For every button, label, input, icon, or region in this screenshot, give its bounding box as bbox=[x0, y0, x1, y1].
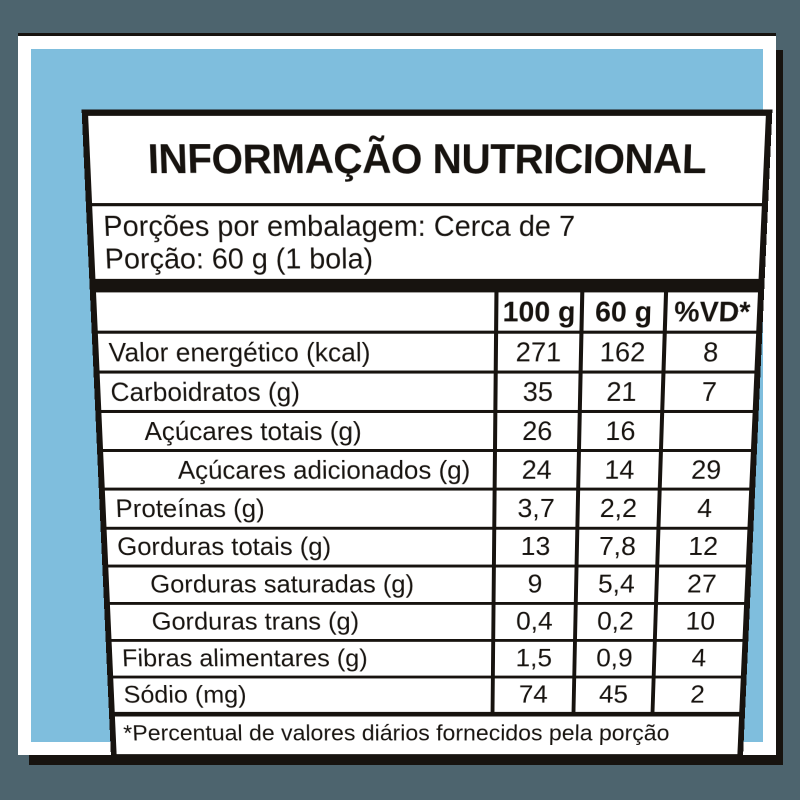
value-100g: 74 bbox=[490, 678, 573, 712]
value-100g: 0,4 bbox=[491, 604, 574, 639]
nutrition-table: 100 g 60 g %VD* Valor energético (kcal) … bbox=[96, 292, 758, 712]
nutrient-name: Sódio (mg) bbox=[123, 680, 247, 709]
value-100g: 13 bbox=[491, 529, 576, 565]
value-vd: 12 bbox=[655, 529, 748, 565]
table-row-carboidratos: Carboidratos (g) 35 21 7 bbox=[99, 370, 755, 411]
value-60g: 21 bbox=[577, 373, 662, 411]
header-100g: 100 g bbox=[494, 292, 581, 331]
value-100g: 26 bbox=[492, 413, 578, 450]
header-nutrient-cell bbox=[96, 292, 494, 330]
value-60g: 45 bbox=[571, 678, 652, 712]
header-vd: %VD* bbox=[662, 292, 758, 331]
nutrition-label: INFORMAÇÃO NUTRICIONAL Porções por embal… bbox=[81, 109, 773, 760]
value-60g: 16 bbox=[576, 413, 661, 450]
table-row-gorduras-totais: Gorduras totais (g) 13 7,8 12 bbox=[106, 526, 748, 565]
value-vd: 4 bbox=[651, 641, 743, 676]
nutrient-name: Gorduras trans (g) bbox=[151, 607, 360, 636]
divider-bar bbox=[95, 278, 759, 293]
value-vd: 4 bbox=[656, 491, 750, 527]
value-100g: 271 bbox=[493, 333, 580, 371]
nutrient-name: Fibras alimentares (g) bbox=[121, 644, 368, 673]
table-row-acucares-totais: Açúcares totais (g) 26 16 bbox=[101, 410, 753, 450]
value-60g: 5,4 bbox=[573, 567, 656, 602]
value-60g: 14 bbox=[576, 452, 659, 489]
value-vd: 8 bbox=[661, 333, 757, 371]
table-row-gorduras-saturadas: Gorduras saturadas (g) 9 5,4 27 bbox=[108, 564, 746, 602]
serving-size: Porção: 60 g (1 bola) bbox=[104, 242, 374, 275]
table-row-energia: Valor energético (kcal) 271 162 8 bbox=[97, 330, 757, 371]
value-60g: 162 bbox=[578, 333, 663, 371]
value-100g: 3,7 bbox=[492, 491, 577, 527]
nutrient-name: Carboidratos (g) bbox=[109, 376, 301, 407]
table-row-proteinas: Proteínas (g) 3,7 2,2 4 bbox=[104, 488, 750, 527]
header-60g: 60 g bbox=[579, 292, 664, 331]
value-vd: 10 bbox=[652, 604, 745, 639]
value-vd: 2 bbox=[650, 678, 741, 712]
servings-info: Porções por embalagem: Cerca de 7 Porção… bbox=[92, 206, 762, 279]
nutrient-name: Açúcares adicionados (g) bbox=[177, 454, 471, 485]
value-60g: 0,2 bbox=[573, 604, 655, 639]
value-60g: 7,8 bbox=[574, 529, 657, 565]
label-title: INFORMAÇÃO NUTRICIONAL bbox=[88, 115, 766, 207]
value-100g: 35 bbox=[493, 373, 579, 411]
servings-per-package: Porções por embalagem: Cerca de 7 bbox=[102, 209, 576, 243]
nutrient-name: Gorduras totais (g) bbox=[116, 531, 332, 561]
nutrient-name: Gorduras saturadas (g) bbox=[149, 569, 415, 599]
nutrient-name: Açúcares totais (g) bbox=[143, 415, 362, 446]
table-row-acucares-adicionados: Açúcares adicionados (g) 24 14 29 bbox=[103, 449, 751, 489]
value-vd: 27 bbox=[654, 567, 746, 602]
value-100g: 9 bbox=[491, 567, 575, 602]
table-row-sodio: Sódio (mg) 74 45 2 bbox=[113, 675, 741, 712]
package-panel: INFORMAÇÃO NUTRICIONAL Porções por embal… bbox=[18, 36, 776, 760]
table-header-row: 100 g 60 g %VD* bbox=[96, 292, 758, 331]
table-row-gorduras-trans: Gorduras trans (g) 0,4 0,2 10 bbox=[109, 601, 745, 639]
daily-value-footnote: *Percentual de valores diários fornecido… bbox=[114, 711, 740, 755]
nutrient-name: Proteínas (g) bbox=[114, 493, 265, 523]
value-100g: 1,5 bbox=[490, 641, 574, 676]
value-vd: 7 bbox=[660, 373, 755, 411]
nutrient-name: Valor energético (kcal) bbox=[108, 336, 371, 368]
value-vd: 29 bbox=[657, 452, 751, 489]
value-60g: 0,9 bbox=[572, 641, 653, 676]
value-60g: 2,2 bbox=[575, 491, 658, 527]
table-row-fibras: Fibras alimentares (g) 1,5 0,9 4 bbox=[111, 638, 743, 676]
value-vd bbox=[658, 413, 753, 450]
value-100g: 24 bbox=[492, 452, 577, 489]
